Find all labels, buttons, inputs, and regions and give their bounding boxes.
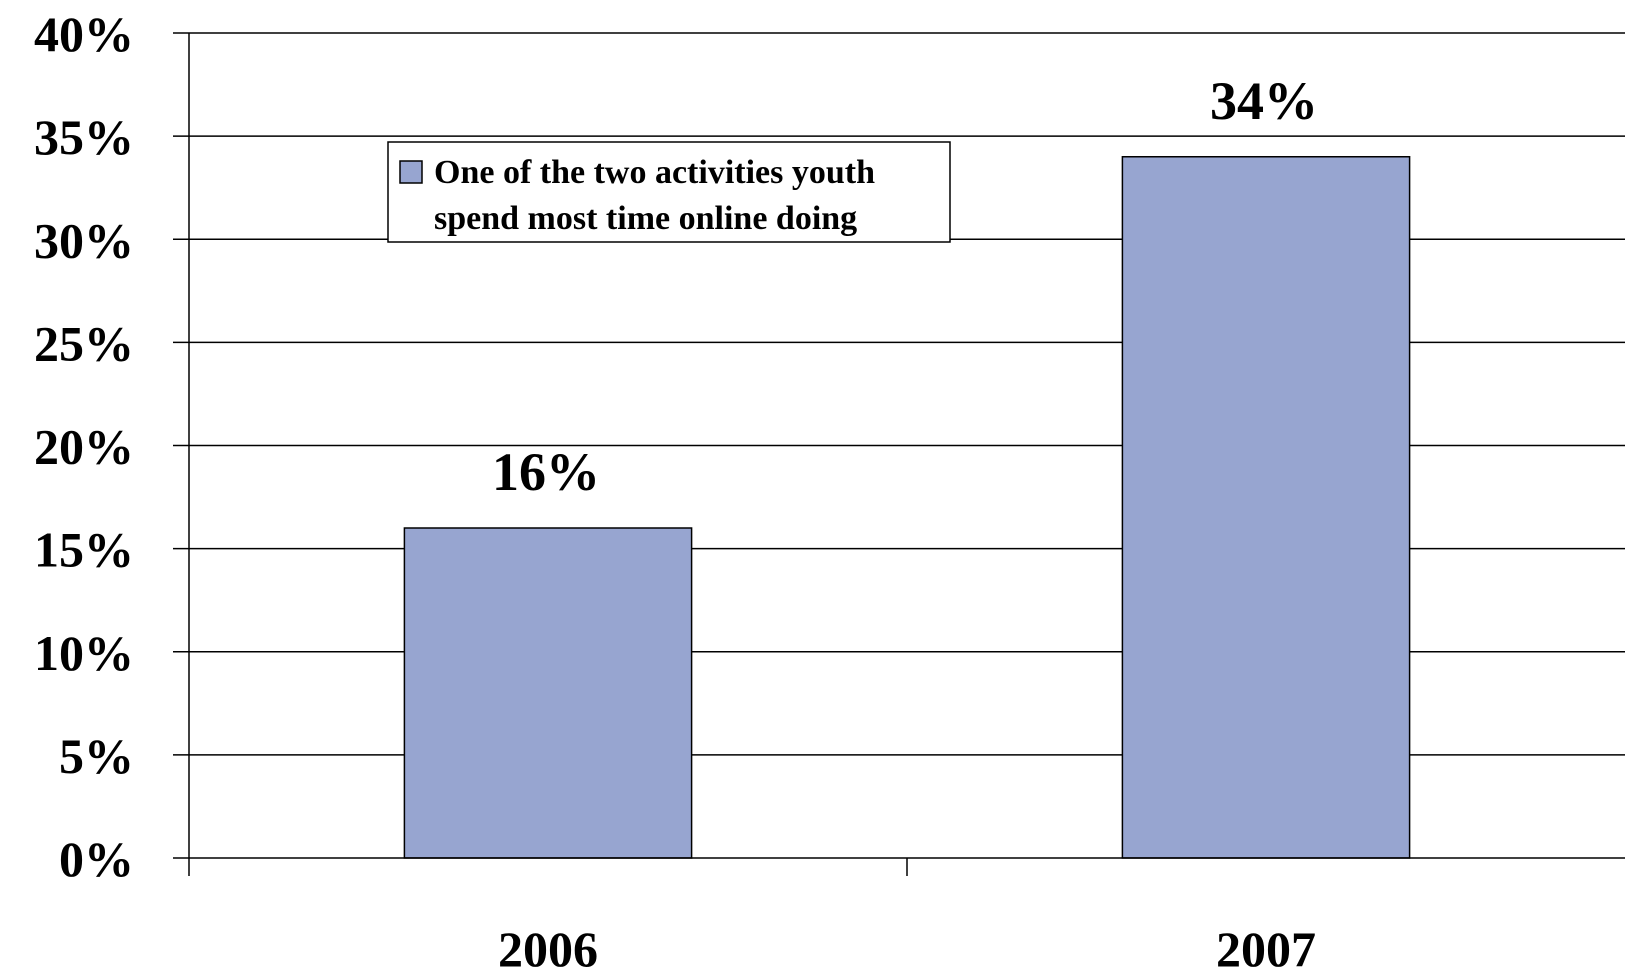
axes	[173, 32, 1625, 876]
legend: One of the two activities youth spend mo…	[387, 141, 951, 243]
y-tick-label: 40%	[34, 6, 134, 62]
y-tick-label: 30%	[34, 212, 134, 268]
y-tick-labels: 0% 5% 10% 15% 20% 25% 30% 35% 40%	[34, 6, 134, 887]
y-tick-label: 0%	[59, 831, 134, 887]
x-tick-label-2006: 2006	[498, 921, 598, 970]
y-tick-label: 5%	[59, 728, 134, 784]
legend-entry-line-1: One of the two activities youth	[434, 154, 875, 191]
bars	[403, 156, 1411, 859]
bar-2007	[1121, 156, 1411, 859]
y-tick-label: 20%	[34, 419, 134, 475]
bar-2006	[403, 527, 693, 859]
data-label-2006: 16%	[492, 442, 600, 502]
data-label-2007: 34%	[1210, 71, 1318, 131]
y-tick-label: 15%	[34, 522, 134, 578]
y-tick-label: 35%	[34, 109, 134, 165]
legend-entry-line-2: spend most time online doing	[434, 200, 857, 237]
legend-swatch	[399, 160, 423, 184]
x-tick-labels: 2006 2007	[498, 921, 1316, 970]
y-tick-label: 10%	[34, 625, 134, 681]
legend-box	[387, 141, 951, 243]
x-tick-label-2007: 2007	[1216, 921, 1316, 970]
data-labels: 16% 34%	[492, 71, 1318, 502]
y-tick-label: 25%	[34, 315, 134, 371]
